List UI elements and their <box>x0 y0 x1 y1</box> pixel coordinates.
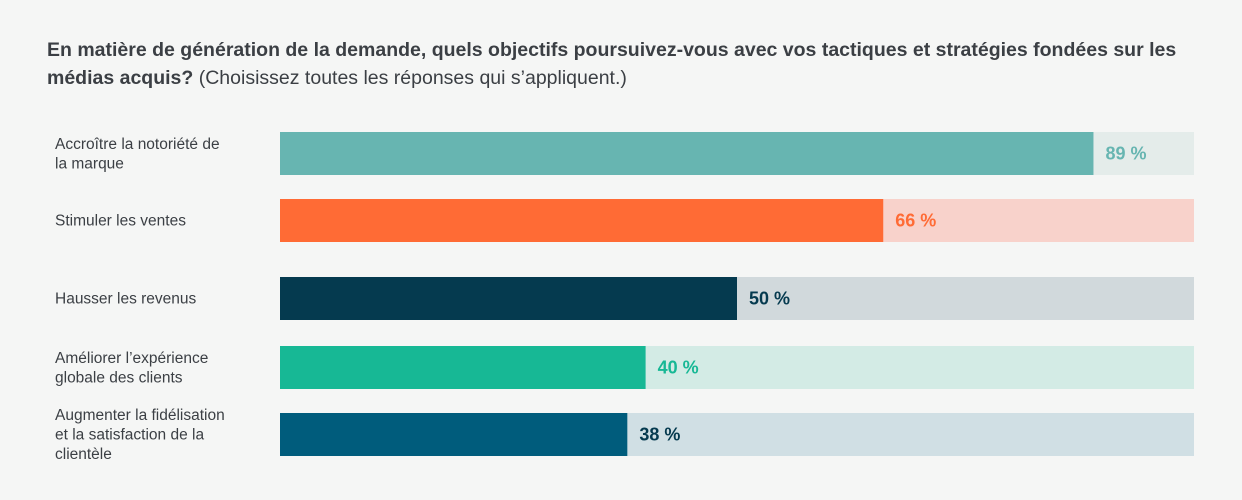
bar-1 <box>280 132 1094 175</box>
value-label-4: 40 % <box>658 358 699 378</box>
bar-3 <box>280 277 737 320</box>
chart-title-bold: En matière de génération de la demande, … <box>47 39 1177 89</box>
value-label-1: 89 % <box>1105 144 1146 164</box>
category-label-5-line-3: clientèle <box>55 446 112 463</box>
category-label-2-line-1: Stimuler les ventes <box>55 213 186 230</box>
category-label-4: Améliorer l’expérience globale des client… <box>55 350 208 387</box>
bar-4 <box>280 346 646 389</box>
category-label-1-line-2: la marque <box>55 155 124 172</box>
value-label-5: 38 % <box>639 425 680 445</box>
value-label-3: 50 % <box>749 289 790 309</box>
value-label-2: 66 % <box>895 211 936 231</box>
chart-title-normal: (Choisissez toutes les réponses qui s’ap… <box>198 67 627 89</box>
category-label-5-line-1: Augmenter la fidélisation <box>55 407 225 424</box>
category-label-3-line-1: Hausser les revenus <box>55 291 197 308</box>
category-label-3: Hausser les revenus <box>55 291 197 308</box>
category-label-2: Stimuler les ventes <box>55 213 186 230</box>
category-label-4-line-2: globale des clients <box>55 369 183 386</box>
category-label-1-line-1: Accroître la notoriété de <box>55 136 220 153</box>
bar-2 <box>280 199 884 242</box>
category-label-1: Accroître la notoriété de la marque <box>55 136 220 173</box>
chart-title: En matière de génération de la demande, … <box>47 36 1197 92</box>
category-label-4-line-1: Améliorer l’expérience <box>55 350 208 367</box>
bar-5 <box>280 413 628 456</box>
category-label-5: Augmenter la fidélisation et la satisfact… <box>55 407 225 463</box>
category-label-5-line-2: et la satisfaction de la <box>55 427 204 444</box>
